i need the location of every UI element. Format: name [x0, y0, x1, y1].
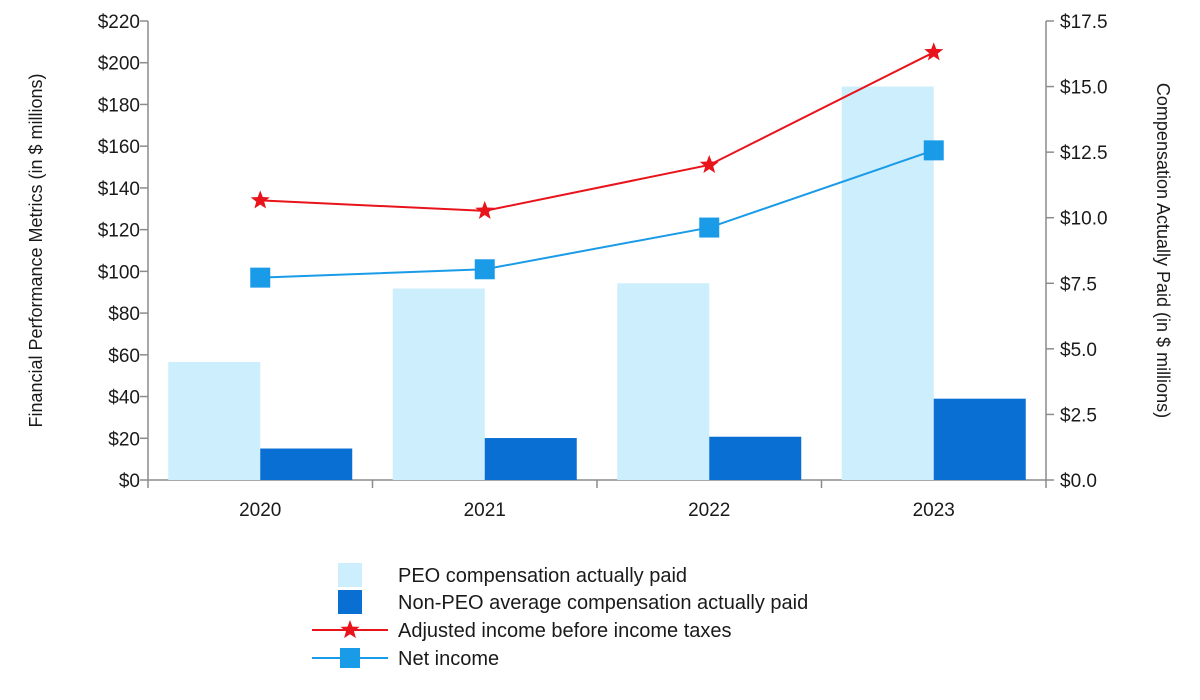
legend-star-icon	[340, 620, 360, 639]
peo-bar	[392, 288, 485, 480]
left-axis-title: Financial Performance Metrics (in $ mill…	[26, 73, 46, 427]
legend-label: Non-PEO average compensation actually pa…	[398, 592, 808, 614]
x-tick-label: 2021	[464, 500, 506, 521]
adjusted-income-marker	[475, 200, 495, 219]
net-income-marker	[923, 140, 944, 161]
legend-label: Adjusted income before income taxes	[398, 620, 732, 642]
legend-swatch-peo	[338, 563, 362, 587]
lines-group	[250, 42, 944, 288]
net-income-marker	[474, 259, 495, 280]
left-tick-label: $160	[98, 137, 140, 158]
right-tick-label: $10.0	[1060, 209, 1108, 230]
left-tick-label: $80	[108, 304, 140, 325]
legend-square-icon	[340, 648, 360, 668]
right-tick-label: $0.0	[1060, 471, 1097, 492]
left-tick-label: $180	[98, 95, 140, 116]
left-tick-label: $100	[98, 262, 140, 283]
bars-group	[168, 86, 1026, 481]
left-tick-label: $220	[98, 12, 140, 33]
peo-bar	[841, 86, 934, 481]
legend-label: Net income	[398, 648, 499, 670]
tick-labels-group: $0 $20 $40 $60 $80 $100 $120 $140 $160 $180 $200 $2…	[98, 12, 1108, 521]
x-tick-label: 2023	[913, 500, 955, 521]
right-tick-label: $7.5	[1060, 274, 1097, 295]
left-tick-label: $120	[98, 221, 140, 242]
legend: PEO compensation actually paid Non-PEO av…	[312, 563, 808, 670]
non-peo-bar	[260, 448, 353, 480]
adjusted-income-line	[260, 51, 935, 212]
adjusted-income-marker	[250, 190, 270, 209]
right-axis-title: Compensation Actually Paid (in $ million…	[1153, 83, 1173, 418]
right-tick-label: $12.5	[1060, 143, 1108, 164]
net-income-marker	[250, 267, 271, 288]
left-tick-label: $20	[108, 429, 140, 450]
legend-label: PEO compensation actually paid	[398, 565, 687, 587]
left-tick-label: $200	[98, 54, 140, 75]
x-tick-label: 2022	[688, 500, 730, 521]
non-peo-bar	[933, 398, 1026, 480]
left-tick-label: $40	[108, 388, 140, 409]
left-tick-label: $0	[119, 471, 140, 492]
left-tick-label: $60	[108, 346, 140, 367]
net-income-line	[260, 149, 935, 279]
right-tick-label: $15.0	[1060, 78, 1108, 99]
peo-bar	[617, 283, 710, 480]
left-tick-label: $140	[98, 179, 140, 200]
non-peo-bar	[709, 436, 802, 480]
non-peo-bar	[484, 438, 577, 480]
net-income-marker	[699, 217, 720, 238]
adjusted-income-marker	[699, 154, 719, 174]
x-tick-label: 2020	[239, 500, 281, 521]
peo-bar	[168, 361, 261, 480]
right-tick-label: $2.5	[1060, 405, 1097, 426]
right-tick-label: $17.5	[1060, 12, 1108, 33]
adjusted-income-marker	[924, 42, 944, 61]
right-tick-label: $5.0	[1060, 340, 1097, 361]
legend-swatch-non-peo	[338, 590, 362, 614]
